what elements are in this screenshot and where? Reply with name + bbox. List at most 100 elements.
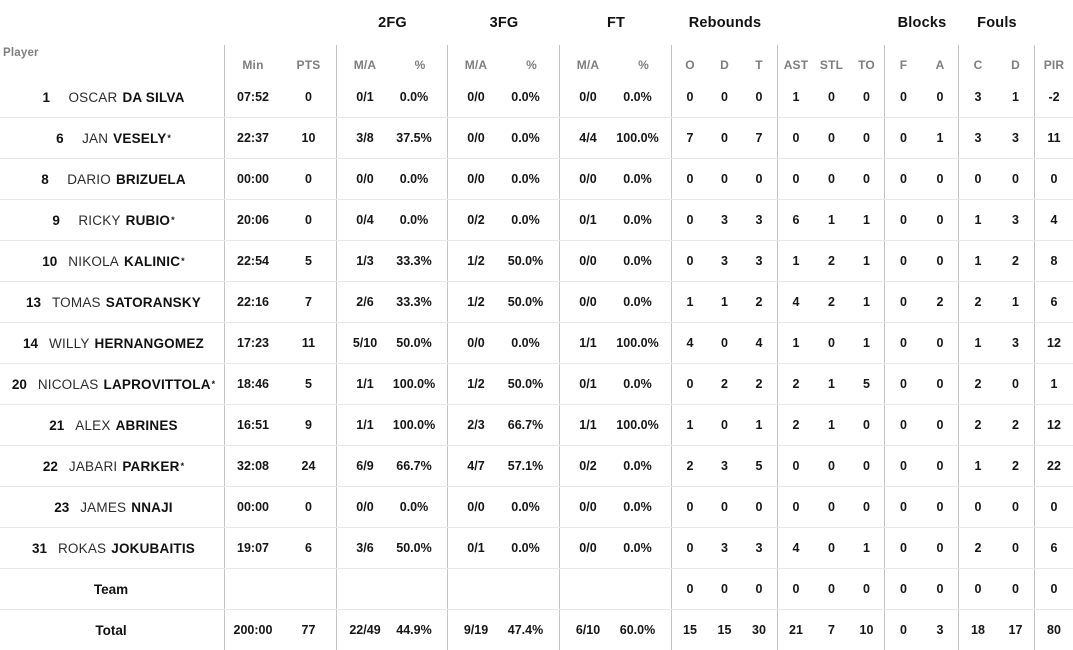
stat-blk-a: 0: [922, 487, 959, 527]
stat-foul-c: 1: [974, 459, 982, 473]
stat-reb-o: 0: [686, 500, 694, 514]
column-header-3fg-pct: %: [504, 45, 560, 77]
stat-3fg-pct: 0.0%: [504, 323, 560, 363]
column-header-foul-c: C: [973, 58, 983, 72]
player-first-name: DARIO: [67, 171, 111, 187]
stat-reb-d: 0: [721, 90, 728, 104]
stat-blk-f: 0: [900, 582, 907, 596]
stat-to: 0: [849, 77, 885, 117]
stat-blk-f: 0: [900, 418, 907, 432]
jersey-number: 23: [54, 499, 70, 515]
stat-blk-f: 0: [900, 336, 907, 350]
stat-3fg-pct: 50.0%: [504, 364, 560, 404]
player-first-name: ALEX: [75, 417, 111, 433]
stat-min: 32:08: [237, 459, 269, 473]
stat-foul-c: 3: [974, 131, 982, 145]
table-body: 1 OSCAR DA SILVA * 07:52 0 0/1 0.0% 0/0 …: [0, 77, 1073, 650]
stat-to: 10: [849, 610, 885, 650]
stat-ast: 2: [792, 377, 800, 391]
stat-2fg-pct: 33.3%: [393, 282, 448, 322]
player-name-cell: Total *: [0, 610, 225, 650]
stat-blk-f: 0: [900, 500, 907, 514]
stat-stl: 1: [828, 377, 835, 391]
player-name-cell[interactable]: 31 ROKAS JOKUBAITIS *: [0, 528, 225, 568]
stat-2fg-ma: 6/9: [356, 459, 374, 473]
stat-3fg-ma: 9/19: [463, 623, 489, 637]
column-header-stl: STL: [819, 58, 844, 72]
player-name-cell[interactable]: 10 NIKOLA KALINIC *: [0, 241, 225, 281]
player-name-cell[interactable]: 20 NICOLAS LAPROVITTOLA *: [0, 364, 225, 404]
stat-ft-ma: 0/0: [579, 172, 597, 186]
stat-2fg-ma: [337, 569, 393, 609]
stat-ft-pct: 60.0%: [616, 610, 672, 650]
player-first-name: JAMES: [80, 499, 127, 515]
stat-stl: 0: [828, 500, 835, 514]
table-row: 22 JABARI PARKER * 32:08 24 6/9 66.7% 4/…: [0, 445, 1073, 486]
stat-to: 1: [849, 282, 885, 322]
stat-pir: 22: [1047, 459, 1061, 473]
stat-stl: 1: [828, 418, 835, 432]
player-name-cell[interactable]: 9 RICKY RUBIO *: [0, 200, 225, 240]
stat-min: 18:46: [237, 377, 269, 391]
player-first-name: NICOLAS: [37, 376, 99, 392]
stat-blk-a: 0: [922, 241, 959, 281]
player-first-name: OSCAR: [68, 89, 118, 105]
stat-ast: 0: [792, 582, 800, 596]
stat-foul-d: 0: [997, 528, 1035, 568]
stat-reb-t: 2: [741, 282, 778, 322]
player-first-name: ROKAS: [57, 540, 107, 556]
stat-reb-t: 3: [741, 200, 778, 240]
stat-3fg-pct: 0.0%: [504, 200, 560, 240]
player-name-cell[interactable]: 13 TOMAS SATORANSKY *: [0, 282, 225, 322]
player-last-name: RUBIO: [125, 212, 171, 228]
jersey-number: 31: [31, 540, 48, 556]
stat-3fg-ma: 1/2: [467, 254, 485, 268]
stat-reb-t: 7: [741, 118, 778, 158]
stat-reb-d: 0: [721, 418, 728, 432]
stat-ast: 1: [792, 90, 800, 104]
stat-foul-c: 2: [974, 377, 982, 391]
stat-reb-d: 0: [721, 131, 728, 145]
stat-stl: 0: [828, 90, 835, 104]
stat-foul-d: 2: [997, 446, 1035, 486]
stat-reb-o: 0: [686, 90, 694, 104]
player-name-cell[interactable]: 6 JAN VESELY *: [0, 118, 225, 158]
stat-blk-f: 0: [900, 623, 907, 637]
stat-ast: 21: [789, 623, 803, 637]
stat-2fg-pct: 66.7%: [393, 446, 448, 486]
stat-pir: 11: [1047, 131, 1061, 145]
player-name-cell[interactable]: 8 DARIO BRIZUELA *: [0, 159, 225, 199]
stat-3fg-pct: 66.7%: [504, 405, 560, 445]
group-header-ft: FT: [606, 14, 626, 31]
stat-to: 0: [849, 487, 885, 527]
column-header-pts: PTS: [281, 45, 337, 77]
stat-2fg-pct: 44.9%: [393, 610, 448, 650]
stat-2fg-ma: 0/4: [356, 213, 374, 227]
column-header-to: TO: [849, 45, 885, 77]
player-name-cell[interactable]: 1 OSCAR DA SILVA *: [0, 77, 225, 117]
stat-to: 0: [849, 446, 885, 486]
column-header-pir: PIR: [1043, 58, 1065, 72]
stat-ft-pct: 100.0%: [616, 118, 672, 158]
jersey-number: 20: [11, 376, 27, 392]
jersey-number: 8: [41, 171, 49, 187]
player-name-cell[interactable]: 22 JABARI PARKER *: [0, 446, 225, 486]
column-header-reb-o: O: [685, 58, 695, 72]
table-row: Total * 200:00 77 22/49 44.9% 9/19 47.4%…: [0, 609, 1073, 650]
stat-foul-c: 2: [974, 541, 982, 555]
player-name-cell[interactable]: 14 WILLY HERNANGOMEZ *: [0, 323, 225, 363]
stat-blk-a: 2: [922, 282, 959, 322]
stat-ft-ma: 6/10: [575, 623, 601, 637]
player-name-cell[interactable]: 21 ALEX ABRINES *: [0, 405, 225, 445]
stat-reb-t: 3: [741, 528, 778, 568]
stat-reb-t: 2: [741, 364, 778, 404]
player-last-name: NNAJI: [131, 499, 173, 515]
stat-pir: 80: [1047, 623, 1061, 637]
stat-reb-o: 0: [686, 541, 694, 555]
jersey-number: 13: [25, 294, 42, 310]
stat-3fg-ma: 1/2: [467, 295, 485, 309]
player-name-cell[interactable]: 23 JAMES NNAJI *: [0, 487, 225, 527]
player-last-name: KALINIC: [124, 253, 181, 269]
stat-reb-t: 0: [741, 569, 778, 609]
stat-pts: 5: [281, 241, 337, 281]
